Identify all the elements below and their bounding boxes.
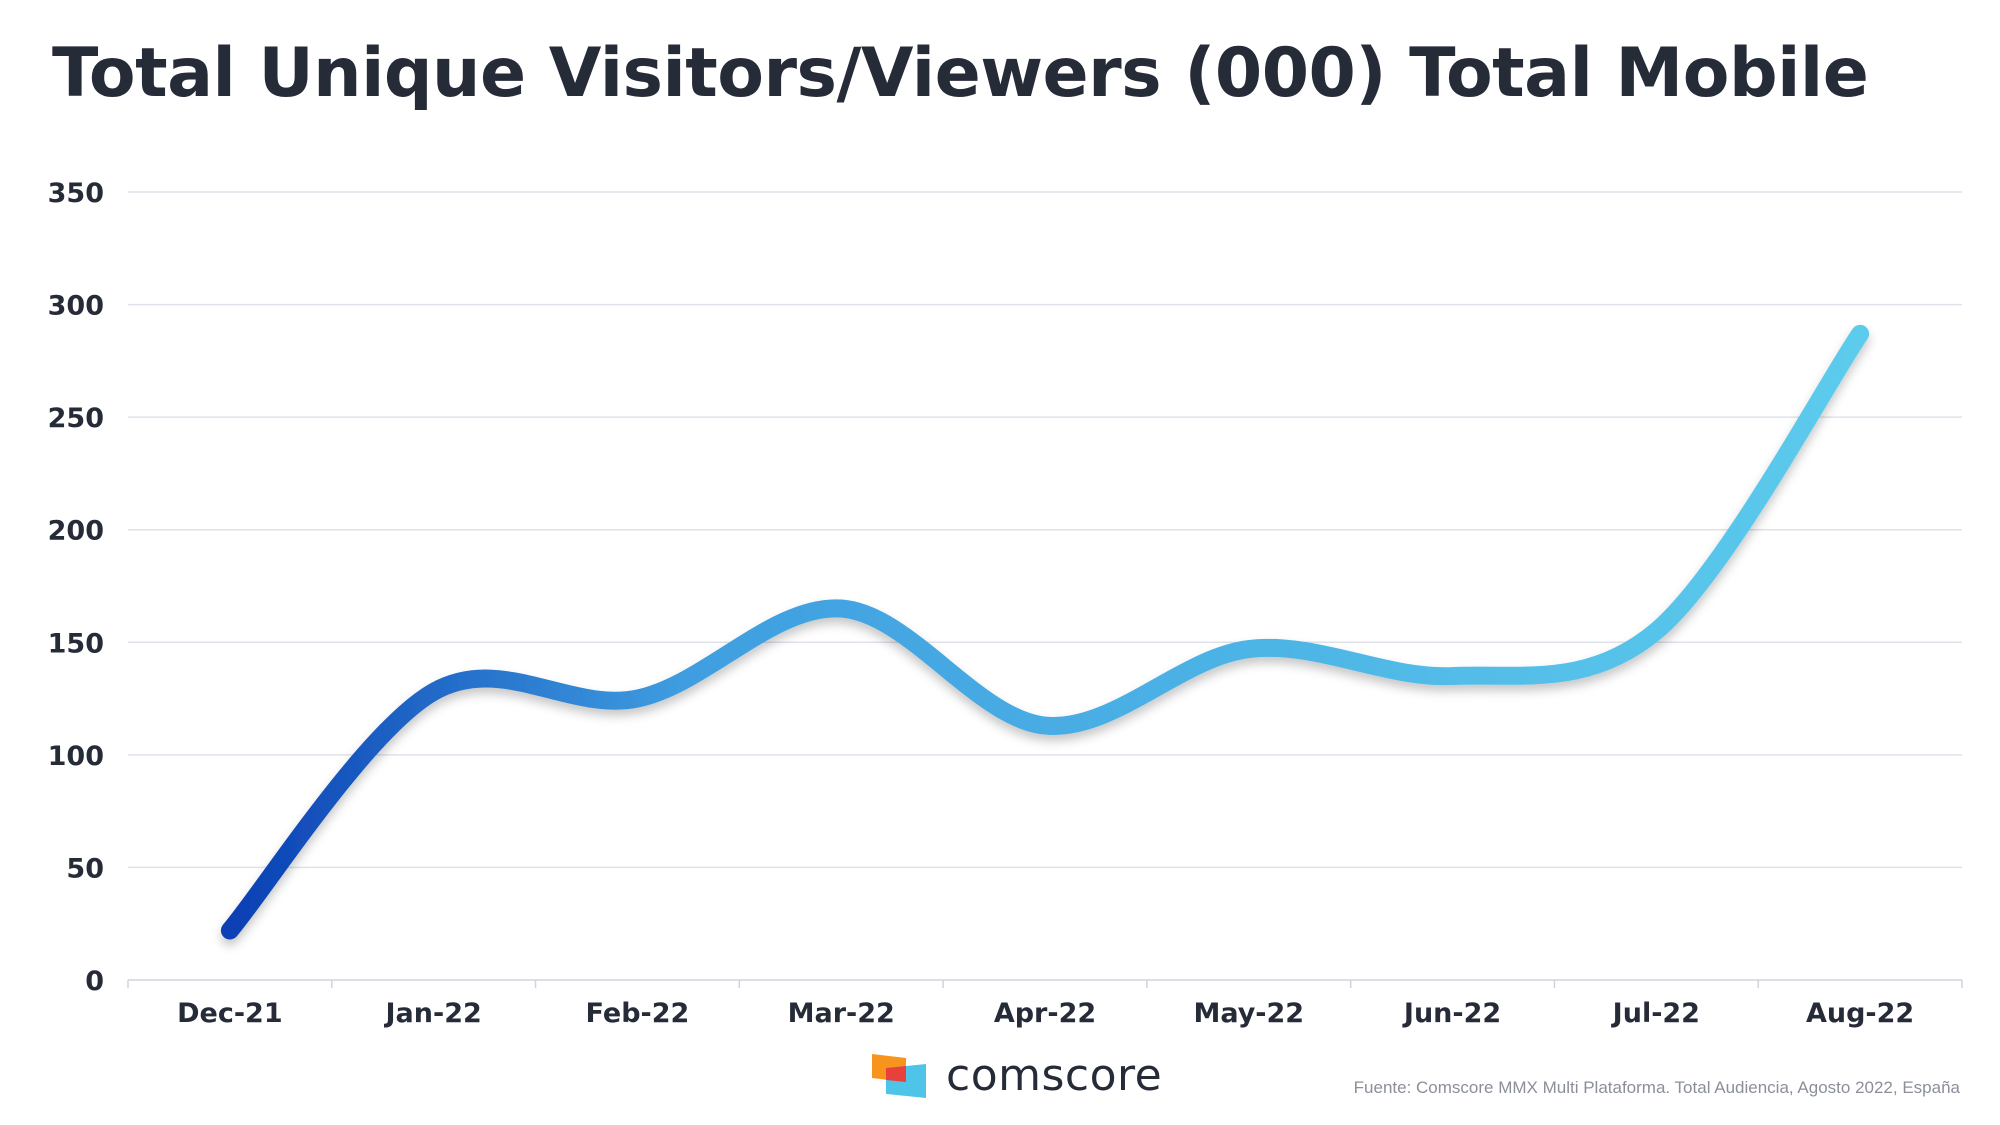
data-point [1647,622,1665,640]
x-tick-label: Dec-21 [177,998,283,1029]
chart-title: Total Unique Visitors/Viewers (000) Tota… [52,34,1869,113]
x-tick-label: May-22 [1193,998,1304,1029]
data-point [628,690,646,708]
data-point [425,683,443,701]
axis-layer: 0 50 100 150 200 250 300 350 Dec-21 Jan-22 Feb-22 M… [48,178,1915,1029]
line-chart: 0 50 100 150 200 250 300 350 Dec-21 Jan-22 Feb-22 M… [48,178,1963,1029]
data-point [221,921,239,939]
data-point [1036,717,1054,735]
y-tick-label: 0 [85,966,104,997]
grid-layer [127,191,1963,988]
logo-red-shape [886,1066,906,1082]
x-tick-label: Aug-22 [1806,998,1914,1029]
y-tick-label: 200 [48,516,104,547]
x-tick-label: Jun-22 [1402,998,1501,1029]
x-tick-label: Apr-22 [994,998,1096,1029]
x-tick-label: Jan-22 [384,998,482,1029]
data-point [1444,667,1462,685]
y-tick-label: 50 [66,853,104,884]
y-tick-label: 150 [48,628,104,659]
series-line [220,324,1870,940]
brand-name: comscore [946,1050,1163,1101]
x-tick-label: Feb-22 [586,998,690,1029]
y-tick-label: 100 [48,741,104,772]
x-tick-label: Jul-22 [1611,998,1700,1029]
y-tick-label: 300 [48,291,104,322]
source-note: Fuente: Comscore MMX Multi Plataforma. T… [1353,1078,1960,1097]
y-tick-label: 350 [48,178,104,209]
data-point [1240,640,1258,658]
series-layer [220,324,1870,940]
data-point [832,600,850,618]
data-point [1851,325,1869,343]
comscore-logo-icon [872,1054,926,1098]
y-tick-label: 250 [48,403,104,434]
x-tick-label: Mar-22 [788,998,895,1029]
